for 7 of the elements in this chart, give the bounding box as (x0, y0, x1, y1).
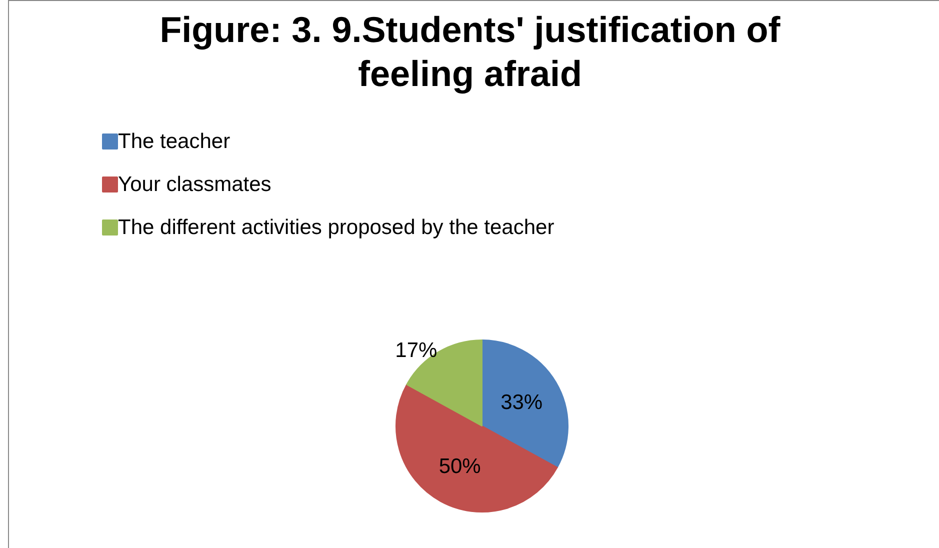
chart-title: Figure: 3. 9.Students' justification of feeling afraid (158, 8, 782, 96)
legend-label: The different activities proposed by the teacher (118, 216, 554, 239)
data-label: 17% (395, 338, 438, 362)
legend-label: The teacher (118, 130, 230, 153)
data-label: 50% (438, 454, 481, 478)
data-label: 33% (500, 391, 543, 414)
legend-label: Your classmates (118, 173, 272, 196)
